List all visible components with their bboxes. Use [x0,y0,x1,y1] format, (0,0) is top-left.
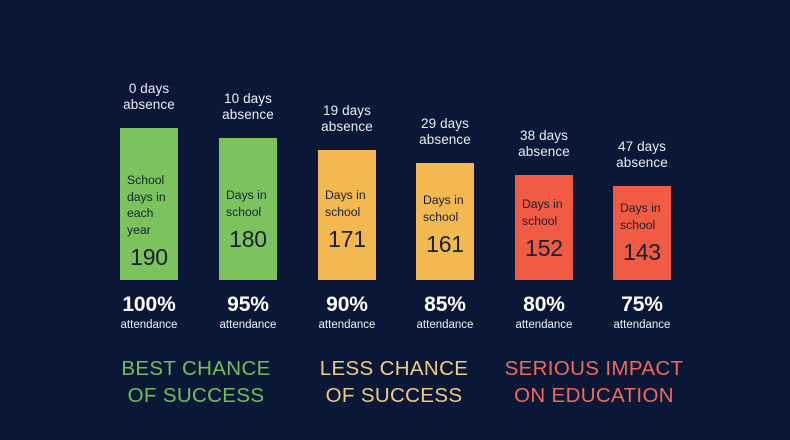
absence-label-6-line1: 47 days [618,139,666,154]
group-caption-less-chance-line1: LESS CHANCE [319,357,469,380]
absence-label-5: 38 days absence [493,128,595,160]
attendance-word-2: attendance [219,319,277,331]
attendance-word-4: attendance [416,319,474,331]
bar-3[interactable]: Days in school 171 [318,150,376,280]
attendance-pct-2: 95% [227,293,269,316]
group-caption-best-chance: BEST CHANCE OF SUCCESS [98,355,294,409]
group-caption-less-chance: LESS CHANCE OF SUCCESS [296,355,492,409]
absence-label-6: 47 days absence [591,139,693,171]
bar-3-value: 171 [328,226,366,252]
attendance-block-5: 80% attendance [494,293,594,333]
bar-5-value: 152 [525,235,563,261]
absence-label-4-line2: absence [419,132,471,147]
absence-label-1-line1: 0 days [128,81,170,96]
bar-2-value: 180 [229,226,267,252]
attendance-block-4: 85% attendance [395,293,495,333]
bar-1[interactable]: School days in each year 190 [120,128,178,280]
absence-label-4: 29 days absence [394,116,496,148]
absence-label-3: 19 days absence [296,103,398,135]
bar-2-caption: Days in school [226,188,267,219]
attendance-block-6: 75% attendance [592,293,692,333]
attendance-word-3: attendance [318,319,376,331]
absence-label-2-line1: 10 days [224,91,272,106]
bar-4-caption: Days in school [423,193,464,224]
attendance-word-1: attendance [120,319,178,331]
bar-3-caption: Days in school [325,188,366,219]
group-caption-best-chance-line2: OF SUCCESS [127,384,265,407]
bar-1-caption: School days in each year [127,173,166,237]
bar-5[interactable]: Days in school 152 [515,175,573,280]
group-caption-serious-impact-line1: SERIOUS IMPACT [504,357,684,380]
attendance-word-5: attendance [515,319,573,331]
attendance-block-2: 95% attendance [198,293,298,333]
absence-label-2: 10 days absence [197,91,299,123]
absence-label-5-line2: absence [518,144,570,159]
group-caption-best-chance-line1: BEST CHANCE [121,357,271,380]
absence-label-1-line2: absence [123,97,175,112]
bar-2[interactable]: Days in school 180 [219,138,277,280]
attendance-block-1: 100% attendance [99,293,199,333]
bar-6-value: 143 [623,239,661,265]
absence-label-2-line2: absence [222,107,274,122]
absence-label-3-line1: 19 days [323,103,371,118]
group-caption-serious-impact: SERIOUS IMPACT ON EDUCATION [494,355,694,409]
group-caption-serious-impact-line2: ON EDUCATION [514,384,674,407]
attendance-pct-1: 100% [122,293,176,316]
attendance-word-6: attendance [613,319,671,331]
absence-label-3-line2: absence [321,119,373,134]
bar-6[interactable]: Days in school 143 [613,186,671,280]
bar-6-caption: Days in school [620,201,661,232]
attendance-pct-5: 80% [523,293,565,316]
attendance-pct-6: 75% [621,293,663,316]
attendance-pct-3: 90% [326,293,368,316]
absence-label-5-line1: 38 days [520,128,568,143]
bar-4[interactable]: Days in school 161 [416,163,474,280]
attendance-block-3: 90% attendance [297,293,397,333]
attendance-pct-4: 85% [424,293,466,316]
bar-4-value: 161 [426,231,464,257]
absence-label-1: 0 days absence [98,81,200,113]
bar-1-value: 190 [130,244,168,270]
absence-label-6-line2: absence [616,155,668,170]
absence-label-4-line1: 29 days [421,116,469,131]
bar-5-caption: Days in school [522,197,563,228]
group-caption-less-chance-line2: OF SUCCESS [325,384,463,407]
